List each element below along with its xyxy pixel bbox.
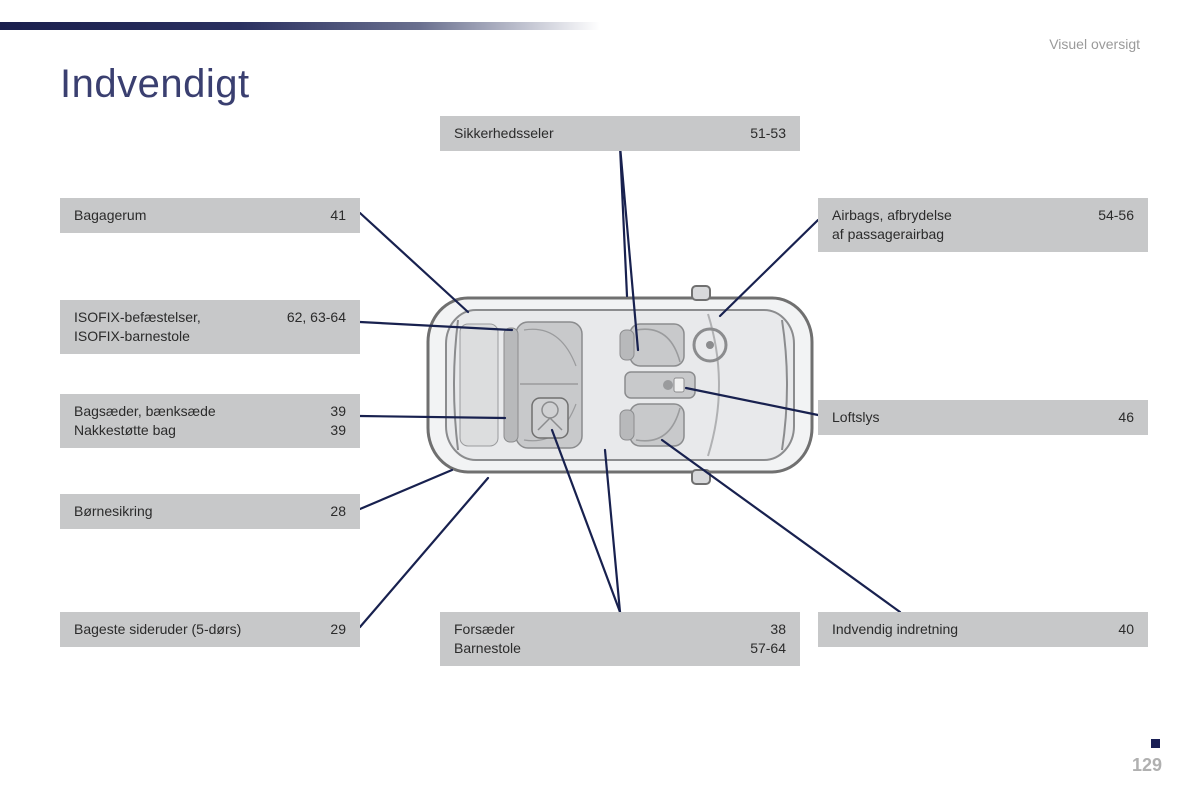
car-diagram — [420, 280, 820, 490]
page-title: Indvendigt — [60, 62, 250, 107]
callout-child-lock: Børnesikring 28 — [60, 494, 360, 529]
callout-pages: 54-56 — [1078, 206, 1134, 225]
callout-label: Bageste sideruder (5-dørs) — [74, 620, 241, 639]
callout-label: Loftslys — [832, 408, 879, 427]
callout-belts: Sikkerhedsseler 51-53 — [440, 116, 800, 151]
callout-pages: 51-53 — [730, 124, 786, 143]
callout-label: Airbags, afbrydelse af passagerairbag — [832, 206, 952, 244]
callout-interior: Indvendig indretning 40 — [818, 612, 1148, 647]
callout-ceiling-light: Loftslys 46 — [818, 400, 1148, 435]
callout-label: Bagagerum — [74, 206, 146, 225]
callout-pages: 40 — [1098, 620, 1134, 639]
callout-rear-seats: Bagsæder, bænksæde Nakkestøtte bag 39 39 — [60, 394, 360, 448]
section-label: Visuel oversigt — [1049, 36, 1140, 52]
callout-pages: 29 — [310, 620, 346, 639]
callout-label: Forsæder Barnestole — [454, 620, 521, 658]
callout-label: Børnesikring — [74, 502, 153, 521]
callout-front-seats: Forsæder Barnestole 38 57-64 — [440, 612, 800, 666]
callout-label: Bagsæder, bænksæde Nakkestøtte bag — [74, 402, 216, 440]
callout-pages: 46 — [1098, 408, 1134, 427]
page-number: 129 — [1132, 755, 1162, 776]
callout-rear-windows: Bageste sideruder (5-dørs) 29 — [60, 612, 360, 647]
callout-pages: 38 57-64 — [730, 620, 786, 658]
callout-label: ISOFIX-befæstelser, ISOFIX-barnestole — [74, 308, 201, 346]
callout-label: Indvendig indretning — [832, 620, 958, 639]
callout-isofix: ISOFIX-befæstelser, ISOFIX-barnestole 62,… — [60, 300, 360, 354]
header-gradient-bar — [0, 22, 600, 30]
callout-pages: 62, 63-64 — [267, 308, 346, 327]
callout-pages: 28 — [310, 502, 346, 521]
callout-airbags: Airbags, afbrydelse af passagerairbag 54-… — [818, 198, 1148, 252]
callout-label: Sikkerhedsseler — [454, 124, 554, 143]
callout-boot: Bagagerum 41 — [60, 198, 360, 233]
callout-pages: 41 — [310, 206, 346, 225]
corner-mark-icon — [1151, 739, 1160, 748]
callout-pages: 39 39 — [310, 402, 346, 440]
